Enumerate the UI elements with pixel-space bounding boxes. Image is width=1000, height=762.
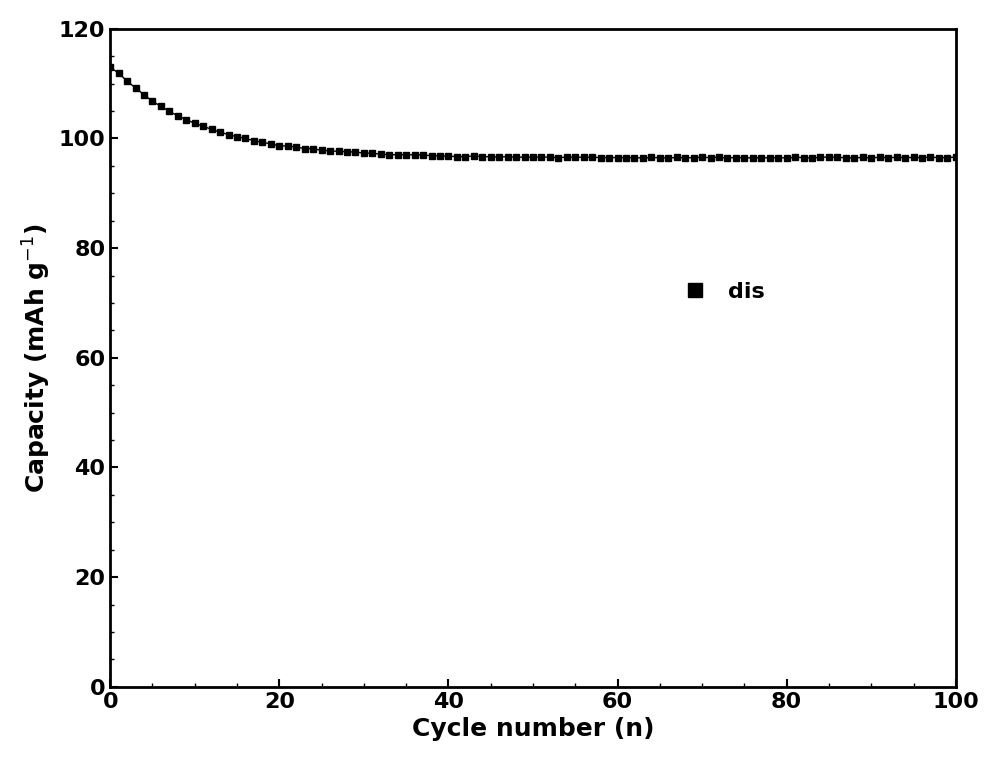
Legend: dis: dis (664, 273, 774, 311)
X-axis label: Cycle number (n): Cycle number (n) (412, 717, 654, 741)
Y-axis label: Capacity (mAh g$^{-1}$): Capacity (mAh g$^{-1}$) (21, 223, 53, 492)
